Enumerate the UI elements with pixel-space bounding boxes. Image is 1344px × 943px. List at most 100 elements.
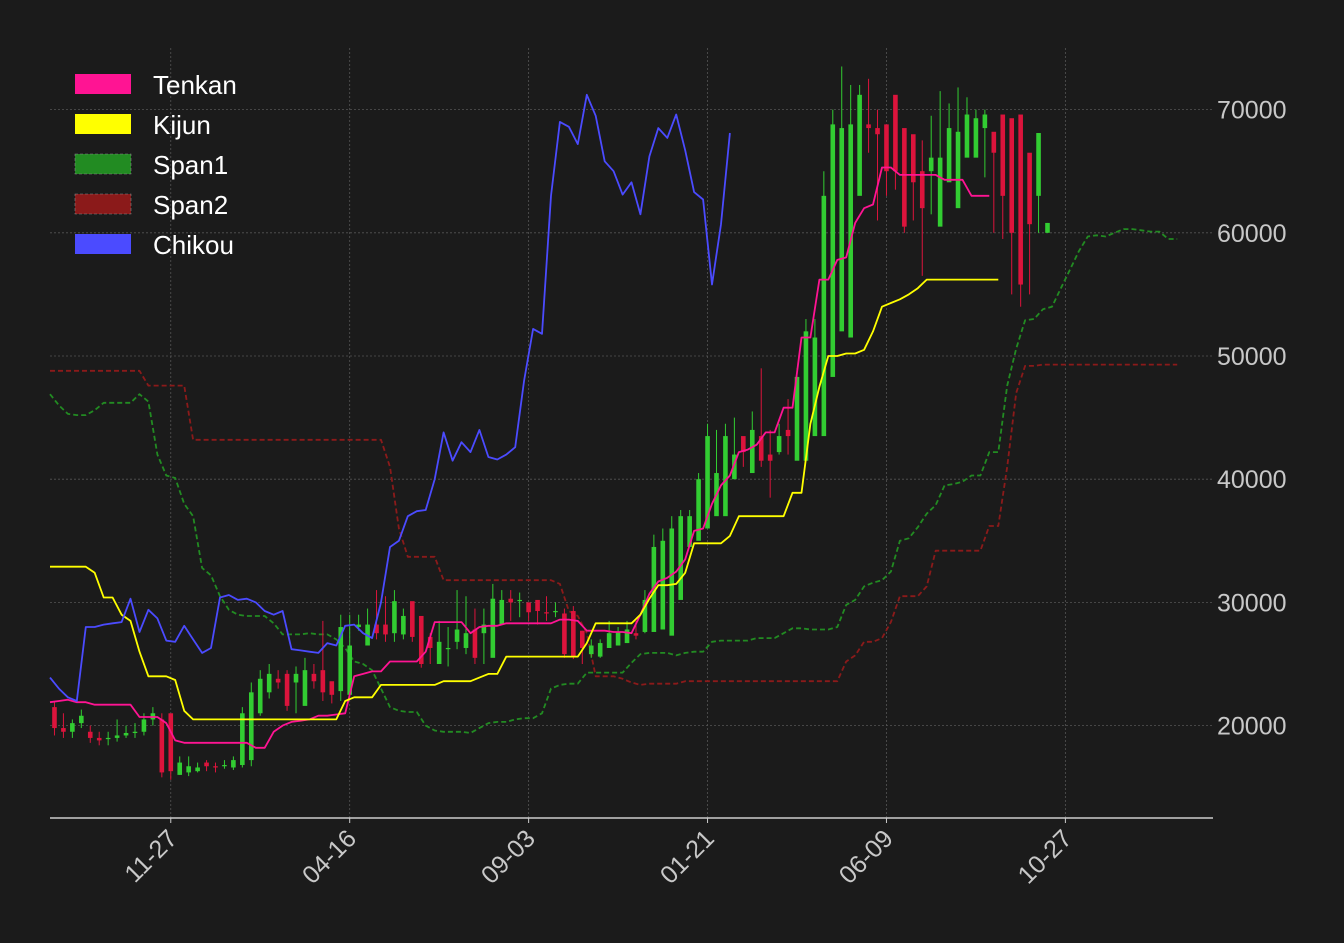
candle-body: [105, 737, 111, 740]
candle-body: [401, 615, 406, 635]
candle-body: [866, 124, 871, 129]
candle-body: [535, 599, 540, 612]
candle-body: [257, 678, 263, 714]
candle-body: [579, 630, 585, 648]
legend-label-tenkan: Tenkan: [153, 70, 237, 100]
candle-body: [240, 713, 245, 766]
legend: Tenkan Kijun Span1 Span2 Chikou: [74, 70, 237, 260]
series-line-span2: [50, 363, 1178, 686]
candle-body: [687, 516, 692, 547]
candle-body: [320, 670, 326, 693]
span1-layer: [49, 228, 1178, 734]
y-tick-label: 30000: [1217, 589, 1287, 617]
series-line-chikou: [49, 93, 731, 702]
candle-body: [517, 599, 522, 602]
series-line-span1: [49, 228, 1178, 734]
legend-swatch-span2: [74, 193, 132, 215]
candle-body: [490, 598, 496, 658]
candle-body: [624, 629, 630, 644]
candle-body: [383, 624, 388, 635]
candle-body: [758, 436, 764, 461]
candle-body: [597, 643, 603, 657]
candle-body: [821, 195, 827, 437]
candle-body: [275, 678, 281, 683]
candle-body: [902, 128, 907, 227]
candle-body: [982, 114, 988, 129]
candle-body: [1045, 222, 1050, 233]
candle-body: [436, 641, 442, 664]
candle-body: [776, 436, 782, 453]
candle-body: [839, 128, 845, 332]
candle-body: [803, 331, 809, 461]
legend-swatch-kijun: [75, 114, 131, 134]
legend-label-kijun: Kijun: [153, 110, 211, 140]
candle-body: [445, 647, 451, 650]
candle-body: [928, 157, 934, 172]
candle-body: [794, 376, 800, 461]
legend-label-span2: Span2: [153, 190, 228, 220]
candle-body: [526, 602, 531, 613]
candle-body: [87, 731, 93, 738]
candle-body: [52, 707, 57, 729]
candle-body: [356, 624, 361, 628]
candle-body: [123, 732, 129, 736]
candle-body: [338, 627, 344, 692]
candle-body: [472, 629, 478, 658]
y-tick-label: 70000: [1217, 97, 1287, 125]
candle-body: [919, 171, 925, 209]
candle-body: [723, 436, 728, 517]
candle-body: [213, 766, 218, 768]
candle-body: [159, 719, 165, 773]
candle-body: [884, 124, 889, 172]
candle-body: [1018, 114, 1023, 285]
series-line-kijun: [50, 278, 999, 721]
candle-body: [1009, 118, 1015, 233]
candle-body: [70, 723, 75, 732]
candle-body: [678, 516, 684, 600]
legend-swatch-span1: [74, 153, 132, 175]
candle-body: [937, 157, 943, 227]
candle-body: [293, 673, 299, 683]
candle-body: [615, 631, 621, 646]
candle-body: [973, 118, 979, 158]
candle-body: [195, 767, 200, 772]
candle-body: [812, 337, 818, 437]
candle-body: [964, 114, 970, 158]
candle-body: [231, 760, 236, 768]
span2-layer: [50, 363, 1178, 686]
candle-body: [571, 611, 576, 657]
candle-body: [248, 692, 254, 761]
candle-body: [222, 765, 227, 767]
candle-body: [696, 479, 701, 541]
y-tick-labels: 20000 30000 40000 50000 60000 70000: [1217, 97, 1287, 741]
candle-body: [553, 611, 558, 613]
candle-body: [893, 94, 898, 172]
legend-label-span1: Span1: [153, 150, 228, 180]
candle-body: [642, 599, 648, 632]
candle-body: [606, 633, 612, 648]
candle-body: [1027, 152, 1032, 225]
candle-body: [186, 766, 191, 773]
candle-body: [651, 546, 657, 632]
candle-body: [410, 601, 415, 637]
candle-body: [544, 612, 549, 614]
candle-body: [284, 673, 290, 706]
candle-body: [168, 713, 174, 772]
candle-body: [347, 645, 352, 695]
candle-body: [830, 124, 836, 377]
series-line-tenkan: [49, 166, 990, 749]
candle-body: [741, 436, 746, 453]
candle-body: [669, 528, 675, 636]
candle-body: [311, 673, 317, 682]
candle-body: [955, 131, 961, 209]
candle-body: [946, 128, 952, 183]
candle-body: [61, 728, 66, 732]
candle-body: [857, 94, 862, 196]
candle-body: [875, 128, 880, 135]
indicator-lines: [49, 93, 999, 749]
candle-body: [588, 645, 594, 655]
candle-body: [454, 629, 460, 642]
candle-body: [785, 429, 791, 437]
